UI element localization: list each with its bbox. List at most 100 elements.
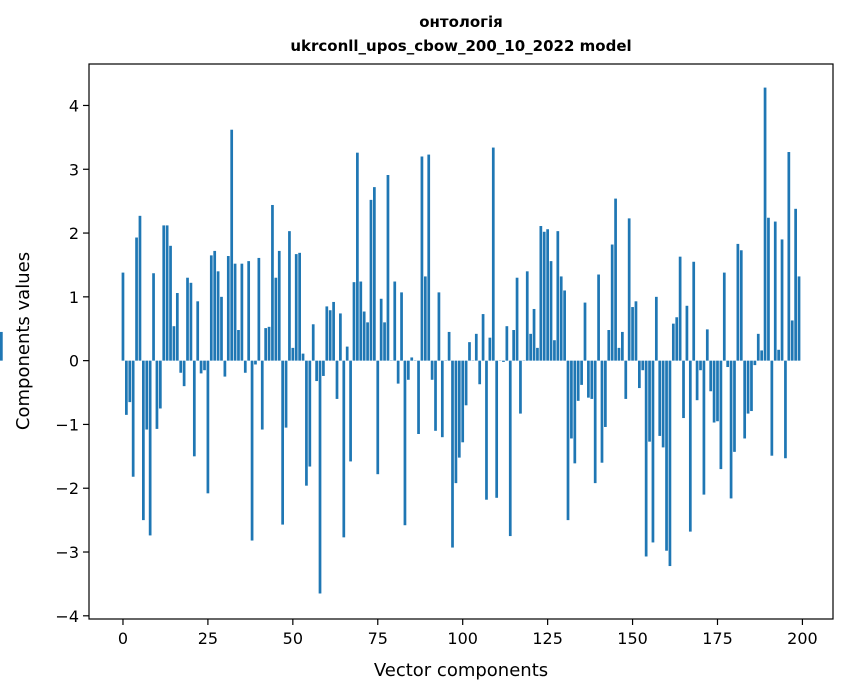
bar (563, 290, 566, 361)
bar (634, 301, 638, 361)
bar (135, 237, 138, 361)
y-tick-label: 1 (69, 288, 79, 307)
bar (403, 360, 407, 526)
bar (695, 360, 699, 401)
bar (192, 360, 196, 457)
bar (257, 257, 261, 361)
bar (627, 218, 631, 361)
bar (254, 360, 257, 365)
x-axis-label: Vector components (374, 660, 548, 681)
x-tick-label: 75 (368, 629, 388, 648)
bar (675, 317, 679, 361)
bar (478, 360, 482, 385)
bar (566, 360, 570, 521)
bar (440, 360, 444, 438)
bar (688, 360, 692, 532)
bar (604, 360, 607, 427)
bar (743, 360, 747, 439)
bar (339, 313, 342, 361)
bar (322, 360, 325, 376)
x-tick-label: 0 (118, 629, 128, 648)
bar (505, 326, 509, 361)
bar (281, 360, 284, 525)
bar (767, 217, 770, 361)
bar (797, 276, 801, 361)
bar (658, 360, 662, 436)
bar (539, 226, 543, 361)
bar (451, 360, 454, 548)
bar (203, 360, 206, 371)
bar (366, 322, 369, 361)
x-tick-label: 50 (283, 629, 303, 648)
bar (794, 208, 797, 361)
bar (335, 360, 339, 399)
bar (237, 330, 240, 361)
bar (617, 347, 621, 361)
bar (417, 360, 420, 434)
bar (332, 301, 335, 361)
bar (125, 360, 128, 415)
bar (165, 225, 169, 361)
bar (172, 326, 176, 361)
bar (447, 331, 451, 361)
bar (763, 87, 767, 361)
bar (410, 357, 414, 361)
bar (760, 350, 764, 361)
bar (519, 360, 522, 414)
bar (576, 360, 580, 401)
bar (750, 360, 753, 412)
bar (199, 360, 203, 374)
bar (233, 263, 237, 361)
bar (288, 231, 291, 361)
bar (400, 292, 403, 361)
bar (128, 360, 132, 403)
bar (702, 360, 706, 495)
bar (790, 320, 794, 361)
bar (430, 360, 434, 380)
bar (434, 360, 437, 431)
bar (722, 272, 726, 361)
x-tick-label: 150 (617, 629, 648, 648)
bar (553, 340, 556, 361)
bar (644, 360, 648, 557)
bar (352, 282, 356, 361)
bar (359, 281, 363, 361)
bar (376, 360, 380, 475)
bar (685, 305, 689, 361)
bar (556, 231, 560, 361)
bar (325, 306, 329, 361)
bar (641, 360, 645, 371)
bar (495, 360, 499, 498)
bar (726, 360, 730, 368)
bar (468, 342, 471, 361)
bar (189, 282, 193, 361)
chart-title-line2: ukrconll_upos_cbow_200_10_2022 model (290, 37, 631, 55)
bar (481, 314, 485, 361)
bar (621, 331, 624, 361)
bar (549, 261, 553, 361)
bar (148, 360, 152, 536)
bar (474, 333, 478, 361)
bar (220, 296, 223, 361)
bar (590, 360, 594, 399)
bar (383, 322, 386, 361)
bar (213, 250, 217, 361)
bar (342, 360, 346, 538)
bar (243, 360, 247, 373)
bar (671, 323, 675, 361)
bar (787, 152, 791, 361)
bar (682, 360, 685, 419)
bar (587, 360, 590, 398)
bar (311, 324, 315, 361)
bar (756, 333, 760, 361)
bar (345, 346, 349, 361)
bar (373, 187, 376, 361)
bar (719, 360, 723, 470)
bar (301, 353, 305, 361)
bar (502, 360, 505, 362)
bar (308, 360, 312, 467)
bar (773, 221, 777, 361)
bar (169, 245, 172, 361)
bar (155, 360, 159, 429)
